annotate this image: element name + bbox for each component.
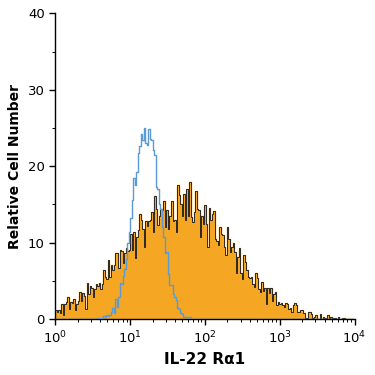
Y-axis label: Relative Cell Number: Relative Cell Number — [8, 84, 22, 249]
X-axis label: IL-22 Rα1: IL-22 Rα1 — [164, 352, 245, 367]
